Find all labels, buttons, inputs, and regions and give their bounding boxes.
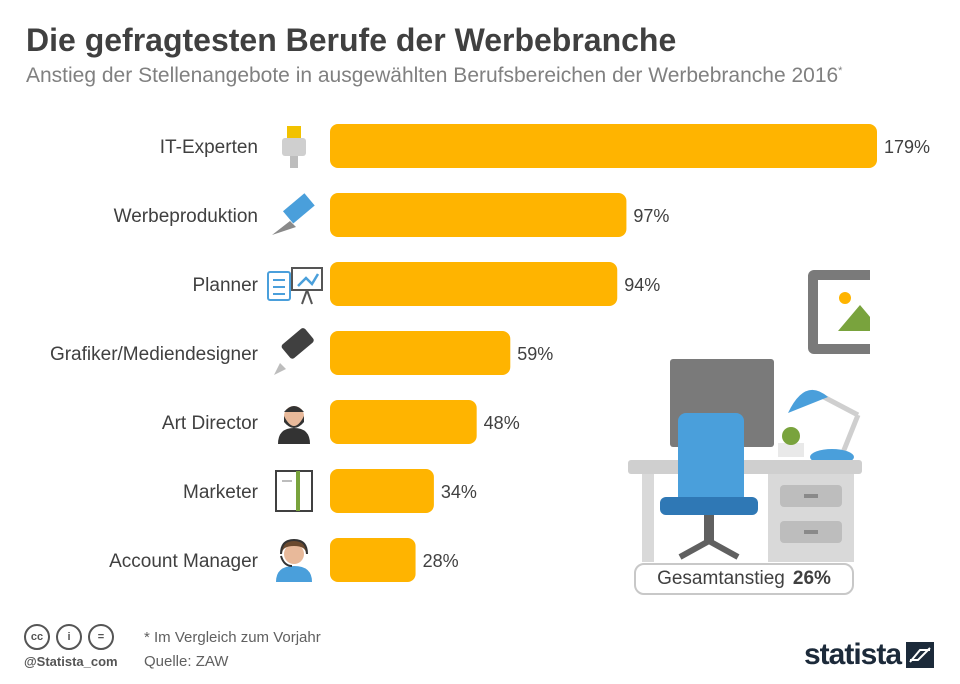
cactus-icon — [778, 427, 804, 457]
category-label: Grafiker/Mediendesigner — [50, 344, 259, 365]
statista-logo-mark-icon — [906, 642, 934, 668]
statista-logo: statista — [804, 638, 902, 671]
total-label: Gesamtanstieg — [657, 568, 785, 589]
statista-handle: @Statista_com — [24, 654, 118, 669]
category-label: Art Director — [162, 413, 259, 434]
category-label: Account Manager — [109, 551, 259, 572]
bar-chart: IT-Experten 179% Werbeproduktion 97% Planner… — [50, 124, 930, 582]
planner-board-icon — [267, 267, 323, 305]
bar — [330, 262, 618, 306]
desk-illustration — [628, 270, 870, 562]
value-label: 28% — [423, 551, 459, 571]
network-cable-icon — [282, 126, 306, 168]
bar — [330, 400, 477, 444]
subtitle-text: Anstieg der Stellenangebote in ausgewähl… — [26, 64, 839, 87]
category-label: Marketer — [183, 482, 259, 503]
notebook-icon — [275, 470, 313, 512]
value-label: 97% — [633, 206, 669, 226]
category-label: IT-Experten — [160, 137, 258, 158]
bar — [330, 469, 434, 513]
attribution-icon: i — [56, 624, 82, 650]
value-label: 94% — [624, 275, 660, 295]
cc-icon: cc — [24, 624, 50, 650]
subtitle-footnote-marker: * — [838, 65, 843, 77]
total-increase-box: Gesamtanstieg 26% — [634, 563, 854, 595]
category-label: Werbeproduktion — [114, 206, 258, 227]
no-derivatives-icon: = — [88, 624, 114, 650]
bar — [330, 331, 511, 375]
footnote-block: * Im Vergleich zum Vorjahr Quelle: ZAW — [144, 626, 321, 674]
license-icons: cc i = — [24, 624, 114, 650]
source: Quelle: ZAW — [144, 653, 229, 670]
total-value: 26% — [792, 568, 831, 589]
footnote: * Im Vergleich zum Vorjahr — [144, 629, 321, 646]
picture-frame-icon — [808, 270, 870, 354]
value-label: 59% — [517, 344, 553, 364]
bar — [330, 193, 627, 237]
bearded-person-icon — [278, 406, 310, 444]
value-label: 34% — [441, 482, 477, 502]
marker-icon — [274, 328, 314, 375]
pen-icon — [272, 193, 315, 235]
value-label: 48% — [484, 413, 520, 433]
page-subtitle: Anstieg der Stellenangebote in ausgewähl… — [26, 64, 842, 88]
headset-person-icon — [276, 538, 312, 582]
page-title: Die gefragtesten Berufe der Werbebranche — [26, 22, 677, 58]
bar — [330, 124, 877, 168]
category-label: Planner — [193, 275, 259, 296]
bar — [330, 538, 416, 582]
value-label: 179% — [884, 137, 930, 157]
office-chair-icon — [660, 413, 758, 560]
